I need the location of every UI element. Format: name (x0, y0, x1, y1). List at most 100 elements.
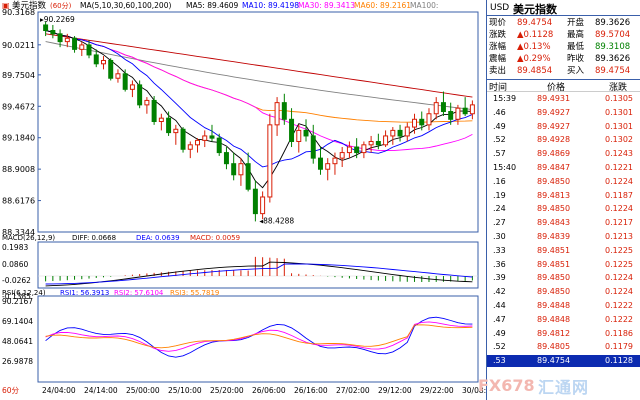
rsi2-value: RSI2: 57.6104 (114, 289, 164, 297)
tick-price: 89.4812 (537, 328, 571, 338)
candle-body (317, 157, 323, 170)
candle-body (173, 128, 179, 134)
tick-row[interactable]: .49 89.4812 0.1186 (487, 328, 640, 340)
candle-body (72, 37, 78, 50)
chart-area[interactable]: 90.3168 90.0211 89.7504 89.4672 89.1840 88.90… (0, 0, 496, 400)
tick-row[interactable]: .27 89.4843 0.1217 (487, 217, 640, 229)
quote-block: 现价 89.4754 开盘 89.3626 涨跌 ▲0.1128 最高 89.5704 涨幅 ▲0… (487, 16, 640, 80)
tick-change: 0.1224 (605, 204, 633, 214)
tick-row[interactable]: .16 89.4850 0.1224 (487, 176, 640, 188)
tick-time: .36 (493, 259, 506, 269)
tick-row[interactable]: 15:40 89.4847 0.1221 (487, 162, 640, 174)
candle-body (86, 44, 92, 56)
candle-body (339, 152, 345, 159)
quote-panel: USD 美元指数 现价 89.4754 开盘 89.3626 涨跌 ▲0.1128 最高 89… (486, 0, 640, 400)
tick-row[interactable]: .30 89.4839 0.1213 (487, 231, 640, 243)
tick-row[interactable]: .39 89.4850 0.1224 (487, 272, 640, 284)
tick-row[interactable]: .36 89.4851 0.1225 (487, 259, 640, 271)
tick-row[interactable]: .53 89.4754 0.1128 (487, 355, 640, 368)
candle-body (144, 99, 150, 106)
macd-dea: DEA: 0.0639 (136, 234, 180, 242)
time-axis-label: 29/22:00 (420, 386, 454, 395)
candle-body (296, 129, 302, 142)
tick-price: 89.4850 (537, 287, 571, 297)
candle-body (412, 118, 418, 128)
quote-value: ▲0.1128 (517, 30, 554, 40)
candle-body (440, 102, 446, 113)
candle-body (433, 102, 439, 115)
candle-body (375, 140, 381, 146)
quote-value: 89.4754 (517, 18, 553, 28)
tick-row[interactable]: .19 89.4813 0.1187 (487, 190, 640, 202)
candle-body (195, 139, 201, 146)
tick-row[interactable]: .42 89.4850 0.1224 (487, 286, 640, 298)
quote-label: 最低 (567, 42, 585, 52)
tick-change: 0.1301 (605, 107, 633, 117)
tick-change: 0.1224 (605, 287, 633, 297)
rsi-axis-label: 69.1404 (2, 317, 33, 326)
tick-change: 0.1243 (605, 149, 633, 159)
tick-row[interactable]: .52 89.4805 0.1179 (487, 341, 640, 353)
rsi-axis-label: 48.0641 (2, 337, 33, 346)
tick-row[interactable]: .33 89.4851 0.1225 (487, 245, 640, 257)
tick-time: .52 (493, 342, 506, 352)
period-bottom-label: 60分 (2, 386, 20, 395)
tick-row[interactable]: 15:39 89.4931 0.1305 (487, 93, 640, 105)
tick-time: .33 (493, 245, 506, 255)
rsi-axis-label: 26.9878 (2, 357, 33, 366)
tick-price: 89.4851 (537, 259, 571, 269)
tick-change: 0.1301 (605, 121, 633, 131)
macd-label: MACD(26,12,9) (2, 234, 55, 242)
candle-body (368, 140, 374, 146)
candle-body (404, 126, 410, 137)
tick-row[interactable]: .44 89.4848 0.1222 (487, 300, 640, 312)
candle-body (419, 118, 425, 126)
tick-row[interactable]: .46 89.4927 0.1301 (487, 107, 640, 119)
price-axis-label: 88.6176 (2, 197, 35, 206)
tick-change: 0.1217 (605, 218, 633, 228)
tick-row[interactable]: .52 89.4928 0.1302 (487, 134, 640, 146)
tick-row[interactable]: .47 89.4848 0.1222 (487, 314, 640, 326)
quote-value: ▲0.29% (517, 54, 551, 64)
candle-body (187, 144, 193, 150)
tick-change: 0.1222 (605, 301, 633, 310)
candle-body (231, 163, 237, 176)
candle-body (346, 146, 352, 154)
tick-price: 89.4869 (537, 149, 571, 159)
candle-body (216, 137, 222, 154)
tick-price: 89.4839 (537, 232, 571, 241)
candle-body (209, 135, 215, 139)
quote-name: 美元指数 (513, 3, 557, 16)
quote-value: 89.5704 (595, 30, 631, 40)
macd-diff: DIFF: 0.0668 (72, 234, 116, 242)
time-axis-label: 25/10:00 (168, 386, 202, 395)
candle-body (64, 37, 70, 43)
candle-body (289, 118, 295, 142)
price-axis-label: 89.7504 (2, 71, 35, 80)
tick-row[interactable]: .49 89.4927 0.1301 (487, 121, 640, 133)
tick-change: 0.1186 (605, 328, 633, 338)
tick-time: .30 (493, 232, 506, 241)
candle-body (100, 59, 106, 65)
candle-body (281, 102, 287, 120)
tick-price: 89.4843 (537, 218, 571, 228)
candle-body (180, 128, 186, 150)
candle-body (151, 99, 157, 123)
ma30-line (45, 30, 473, 152)
macd-axis-label: 0.0860 (2, 260, 28, 269)
tick-row[interactable]: .24 89.4850 0.1224 (487, 203, 640, 215)
price-axis-label: 89.1840 (2, 134, 35, 143)
price-axis-label: 88.3344 (2, 228, 35, 237)
candlestick-chart[interactable]: 90.3168 90.0211 89.7504 89.4672 89.1840 88.90… (0, 0, 496, 400)
tick-price: 89.4813 (537, 190, 571, 200)
tick-price: 89.4754 (537, 356, 571, 366)
candle-body (455, 107, 461, 120)
tick-row[interactable]: .57 89.4869 0.1243 (487, 148, 640, 160)
time-axis-label: 25/20:00 (210, 386, 244, 395)
ma-legend-item: MA30: 89.3413 (298, 1, 355, 10)
tick-change: 0.1302 (605, 135, 633, 145)
tick-time: .49 (493, 328, 506, 338)
tick-time: 15:39 (493, 94, 517, 103)
rsi1-value: RSI1: 56.3913 (60, 289, 109, 297)
price-axis-label: 89.4672 (2, 102, 35, 111)
